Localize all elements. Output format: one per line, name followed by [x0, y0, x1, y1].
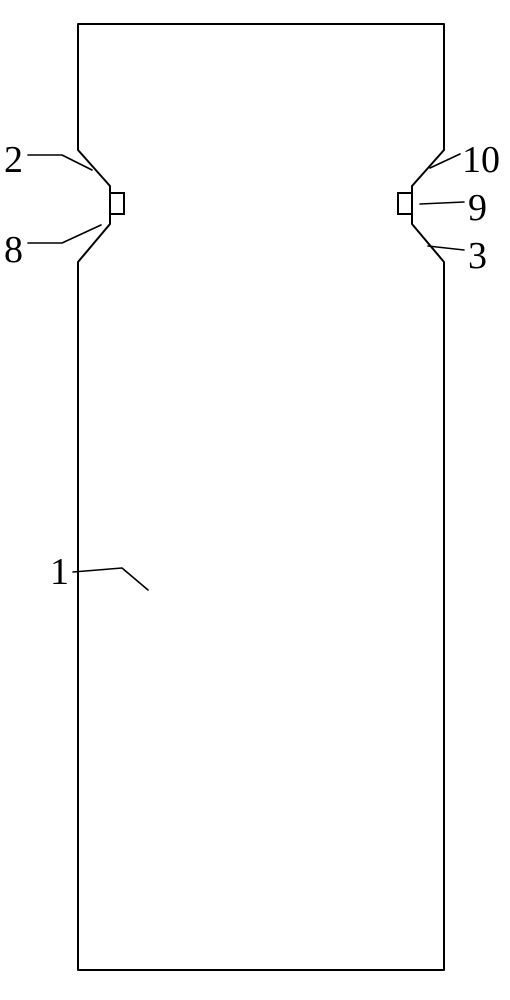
diagram-stage: 1 2 8 1093 [0, 0, 510, 1000]
callout-label-9: 9 [468, 186, 487, 230]
callout-label-10: 10 [462, 138, 500, 182]
leader-9 [420, 202, 464, 204]
callout-label-2: 2 [4, 138, 23, 182]
body-outline [78, 24, 444, 970]
leader-8 [28, 225, 101, 243]
leader-1 [73, 568, 148, 590]
callout-label-8: 8 [4, 228, 23, 272]
callout-label-1: 1 [50, 550, 69, 594]
leader-2 [28, 155, 92, 170]
diagram-svg [0, 0, 510, 1000]
right-tab [398, 193, 412, 214]
left-tab [110, 193, 124, 214]
callout-label-3: 3 [468, 234, 487, 278]
